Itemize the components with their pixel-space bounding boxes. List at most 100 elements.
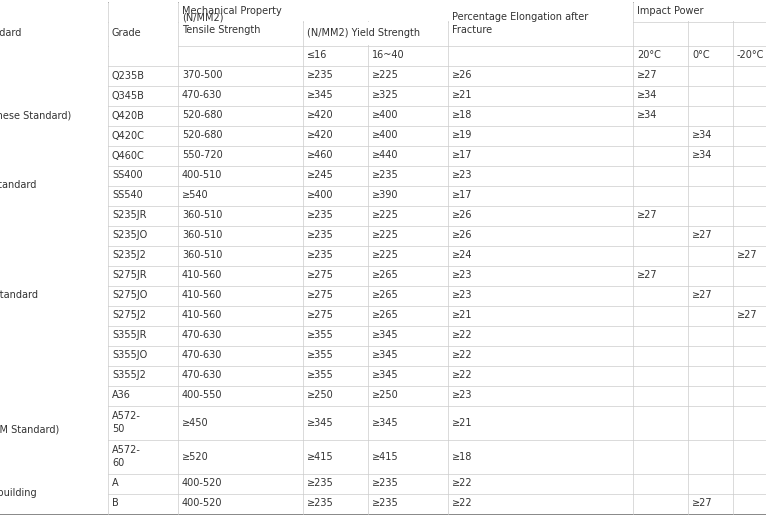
Text: Mechanical Property: Mechanical Property xyxy=(182,7,282,16)
Text: S355JO: S355JO xyxy=(112,351,147,360)
Text: Percentage Elongation after
Fracture: Percentage Elongation after Fracture xyxy=(452,12,588,35)
Text: ≥34: ≥34 xyxy=(637,111,657,121)
Text: 360-510: 360-510 xyxy=(182,250,222,261)
Text: ≥415: ≥415 xyxy=(307,452,334,461)
Text: ≥440: ≥440 xyxy=(372,150,398,161)
Bar xyxy=(0,474,107,513)
Text: ≥245: ≥245 xyxy=(307,170,334,180)
Text: ≥235: ≥235 xyxy=(372,170,399,180)
Text: Standard: Standard xyxy=(0,28,21,39)
Bar xyxy=(633,2,766,21)
Text: Q420C: Q420C xyxy=(112,130,145,141)
Text: Q235B: Q235B xyxy=(112,71,145,80)
Text: ≥26: ≥26 xyxy=(452,71,473,80)
Text: ≥27: ≥27 xyxy=(737,311,758,320)
Text: ≥235: ≥235 xyxy=(307,499,334,508)
Bar xyxy=(303,22,447,45)
Text: (N/MM2) Yield Strength: (N/MM2) Yield Strength xyxy=(307,28,420,39)
Bar xyxy=(0,206,107,385)
Text: EN Standard: EN Standard xyxy=(0,290,38,300)
Text: 470-630: 470-630 xyxy=(182,370,222,381)
Text: -20°C: -20°C xyxy=(737,50,764,60)
Text: ≥27: ≥27 xyxy=(737,250,758,261)
Text: ≥345: ≥345 xyxy=(307,91,334,100)
Text: ≥420: ≥420 xyxy=(307,130,334,141)
Text: 550-720: 550-720 xyxy=(182,150,223,161)
Text: ≥540: ≥540 xyxy=(182,191,208,200)
Text: ≥235: ≥235 xyxy=(307,478,334,489)
Text: ≥250: ≥250 xyxy=(372,390,399,401)
Text: ≥235: ≥235 xyxy=(307,211,334,220)
Text: ≥235: ≥235 xyxy=(307,250,334,261)
Text: Q345B: Q345B xyxy=(112,91,145,100)
Text: ≥21: ≥21 xyxy=(452,91,473,100)
Text: 470-630: 470-630 xyxy=(182,331,222,340)
Text: ≥345: ≥345 xyxy=(372,351,398,360)
Text: 370-500: 370-500 xyxy=(182,71,222,80)
Text: ≥17: ≥17 xyxy=(452,150,473,161)
Text: ≤16: ≤16 xyxy=(307,50,327,60)
Text: 410-560: 410-560 xyxy=(182,270,222,281)
Text: ≥355: ≥355 xyxy=(307,351,334,360)
Text: ≥275: ≥275 xyxy=(307,311,334,320)
Text: ≥24: ≥24 xyxy=(452,250,473,261)
Text: ≥520: ≥520 xyxy=(182,452,209,461)
Bar xyxy=(449,2,633,45)
Text: ≥345: ≥345 xyxy=(307,418,334,427)
Text: 360-510: 360-510 xyxy=(182,211,222,220)
Text: ≥27: ≥27 xyxy=(692,499,712,508)
Text: ≥235: ≥235 xyxy=(307,71,334,80)
Text: S355JR: S355JR xyxy=(112,331,146,340)
Text: ≥26: ≥26 xyxy=(452,231,473,241)
Text: A572-
50: A572- 50 xyxy=(112,411,141,434)
Text: ≥390: ≥390 xyxy=(372,191,398,200)
Text: ≥460: ≥460 xyxy=(307,150,333,161)
Text: 20°C: 20°C xyxy=(637,50,661,60)
Text: ≥34: ≥34 xyxy=(637,91,657,100)
Text: ≥27: ≥27 xyxy=(692,231,712,241)
Text: ≥325: ≥325 xyxy=(372,91,399,100)
Text: ≥265: ≥265 xyxy=(372,290,399,300)
Text: ≥400: ≥400 xyxy=(372,130,398,141)
Bar xyxy=(178,2,633,21)
Text: ≥420: ≥420 xyxy=(307,111,334,121)
Text: 400-550: 400-550 xyxy=(182,390,222,401)
Text: ≥345: ≥345 xyxy=(372,418,398,427)
Text: ≥22: ≥22 xyxy=(452,499,473,508)
Text: ≥225: ≥225 xyxy=(372,231,399,241)
Text: ≥345: ≥345 xyxy=(372,370,398,381)
Text: 400-520: 400-520 xyxy=(182,499,222,508)
Text: ≥275: ≥275 xyxy=(307,270,334,281)
Bar xyxy=(178,2,303,45)
Text: 400-520: 400-520 xyxy=(182,478,222,489)
Bar xyxy=(109,2,178,65)
Text: ≥34: ≥34 xyxy=(692,130,712,141)
Text: ≥27: ≥27 xyxy=(637,71,658,80)
Text: ≥23: ≥23 xyxy=(452,390,473,401)
Text: 520-680: 520-680 xyxy=(182,130,222,141)
Text: (ASTM Standard): (ASTM Standard) xyxy=(0,424,59,435)
Text: ≥265: ≥265 xyxy=(372,311,399,320)
Text: 470-630: 470-630 xyxy=(182,351,222,360)
Text: S275J2: S275J2 xyxy=(112,311,146,320)
Text: ≥235: ≥235 xyxy=(372,478,399,489)
Text: ≥265: ≥265 xyxy=(372,270,399,281)
Text: JIS Standard: JIS Standard xyxy=(0,180,36,191)
Text: ≥400: ≥400 xyxy=(307,191,333,200)
Text: 410-560: 410-560 xyxy=(182,290,222,300)
Text: 0°C: 0°C xyxy=(692,50,709,60)
Text: 360-510: 360-510 xyxy=(182,231,222,241)
Text: ≥21: ≥21 xyxy=(452,311,473,320)
Text: S235JO: S235JO xyxy=(112,231,147,241)
Text: ≥250: ≥250 xyxy=(307,390,334,401)
Text: 520-680: 520-680 xyxy=(182,111,222,121)
Text: Q420B: Q420B xyxy=(112,111,145,121)
Text: S355J2: S355J2 xyxy=(112,370,146,381)
Text: ≥19: ≥19 xyxy=(452,130,473,141)
Bar xyxy=(0,66,107,165)
Text: ≥26: ≥26 xyxy=(452,211,473,220)
Text: ≥355: ≥355 xyxy=(307,370,334,381)
Text: ≥27: ≥27 xyxy=(692,290,712,300)
Text: ≥17: ≥17 xyxy=(452,191,473,200)
Bar xyxy=(0,386,107,473)
